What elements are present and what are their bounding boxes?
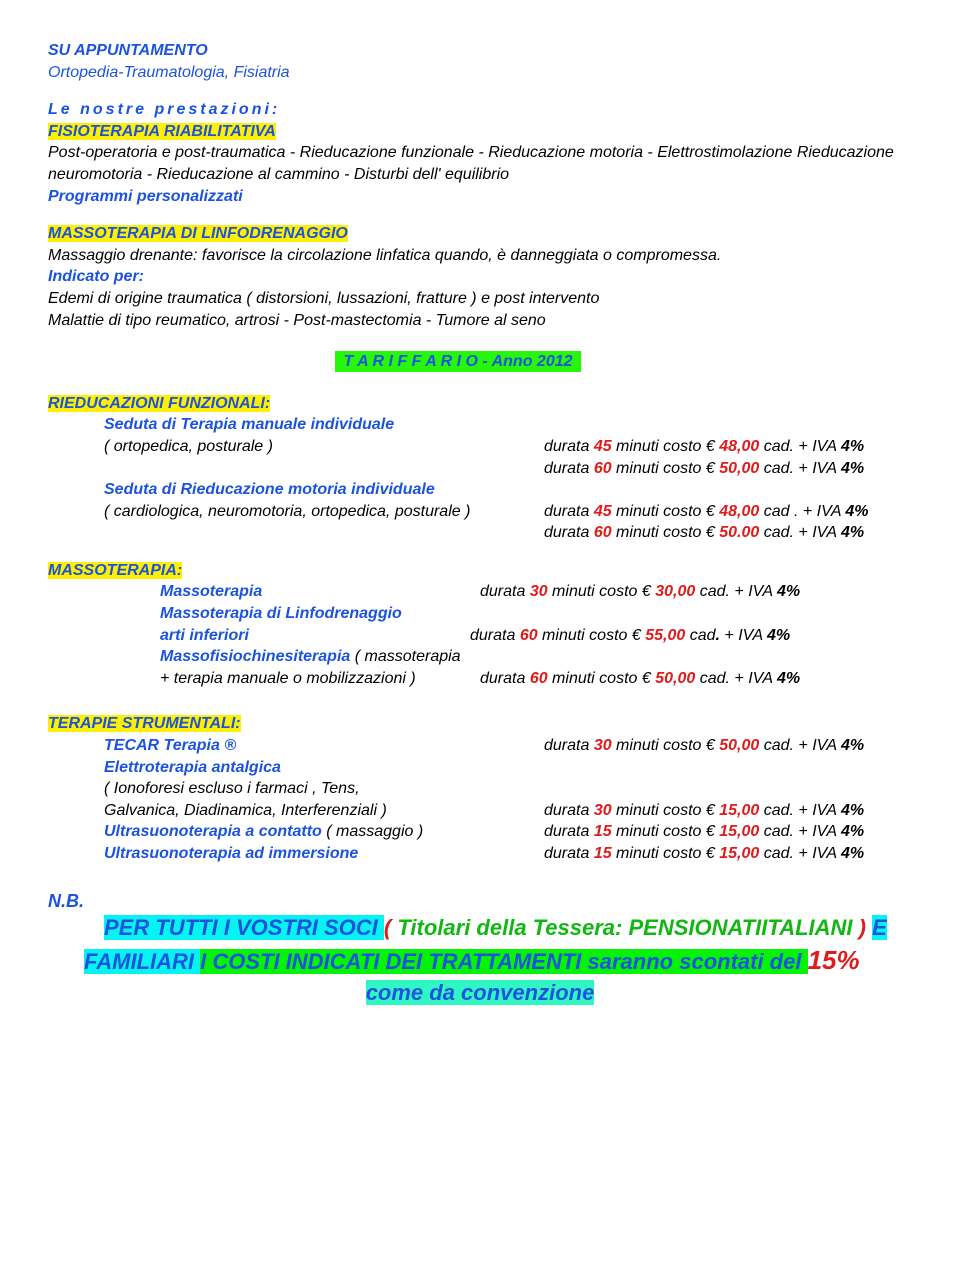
service-label: Ultrasuonoterapia ad immersione (104, 843, 544, 865)
price-cell: durata 15 minuti costo € 15,00 cad. + IV… (544, 821, 864, 843)
price-cell: durata 45 minuti costo € 48,00 cad . + I… (544, 501, 869, 523)
price-cell: durata 45 minuti costo € 48,00 cad. + IV… (544, 436, 864, 458)
service-sublabel: ( ortopedica, posturale ) (104, 436, 544, 458)
section-rieducazioni: RIEDUCAZIONI FUNZIONALI: Seduta di Terap… (48, 393, 912, 544)
section-masso-title: MASSOTERAPIA: (48, 560, 912, 582)
service-label: Seduta di Rieducazione motoria individua… (104, 479, 544, 501)
tariff-title: T A R I F F A R I O - Anno 2012 (268, 351, 648, 373)
service-label: Massoterapia (160, 581, 480, 603)
price-row: Seduta di Rieducazione motoria individua… (104, 479, 912, 501)
indicato-desc1: Edemi di origine traumatica ( distorsion… (48, 288, 912, 310)
fisio-title: FISIOTERAPIA RIABILITATIVA (48, 121, 912, 143)
price-row: Elettroterapia antalgica (104, 757, 912, 779)
price-row: Massoterapia durata 30 minuti costo € 30… (160, 581, 912, 603)
services-title: Le nostre prestazioni: (48, 99, 912, 121)
service-sublabel (104, 458, 544, 480)
tariff-title-text: T A R I F F A R I O - Anno 2012 (335, 351, 580, 372)
price-cell: durata 60 minuti costo € 50,00 cad. + IV… (544, 458, 864, 480)
service-label: Massofisiochinesiterapia ( massoterapia (160, 646, 480, 668)
price-cell: durata 60 minuti costo € 50.00 cad. + IV… (544, 522, 864, 544)
appointment-title: SU APPUNTAMENTO (48, 40, 912, 62)
service-label: Ultrasuonoterapia a contatto ( massaggio… (104, 821, 544, 843)
masso-desc: Massaggio drenante: favorisce la circola… (48, 245, 912, 267)
section-rieducazioni-title: RIEDUCAZIONI FUNZIONALI: (48, 393, 912, 415)
price-cell: durata 60 minuti costo € 55,00 cad. + IV… (470, 625, 790, 647)
price-cell: durata 30 minuti costo € 15,00 cad. + IV… (544, 800, 864, 822)
price-cell: durata 60 minuti costo € 50,00 cad. + IV… (480, 668, 800, 690)
service-sublabel (104, 522, 544, 544)
service-label: Elettroterapia antalgica (104, 757, 544, 779)
masso-title-text: MASSOTERAPIA DI LINFODRENAGGIO (48, 225, 348, 242)
price-row: Ultrasuonoterapia ad immersione durata 1… (104, 843, 912, 865)
indicato-label: Indicato per: (48, 266, 912, 288)
indicato-desc2: Malattie di tipo reumatico, artrosi - Po… (48, 310, 912, 332)
fisio-title-text: FISIOTERAPIA RIABILITATIVA (48, 123, 276, 140)
section-terapie: TERAPIE STRUMENTALI: TECAR Terapia ® dur… (48, 713, 912, 864)
nb-label: N.B. (48, 889, 912, 913)
footer-line1: PER TUTTI I VOSTRI SOCI ( Titolari della… (104, 913, 912, 943)
price-row: + terapia manuale o mobilizzazioni ) dur… (160, 668, 912, 690)
price-cell: durata 30 minuti costo € 30,00 cad. + IV… (480, 581, 800, 603)
header-block: SU APPUNTAMENTO Ortopedia-Traumatologia,… (48, 40, 912, 331)
service-sublabel: Galvanica, Diadinamica, Interferenziali … (104, 800, 544, 822)
section-terapie-title: TERAPIE STRUMENTALI: (48, 713, 912, 735)
price-row: durata 60 minuti costo € 50,00 cad. + IV… (104, 458, 912, 480)
service-label: Seduta di Terapia manuale individuale (104, 414, 544, 436)
service-sublabel: ( Ionoforesi escluso i farmaci , Tens, (104, 778, 544, 800)
price-row: arti inferiori durata 60 minuti costo € … (160, 625, 912, 647)
subtitle-specialties: Ortopedia-Traumatologia, Fisiatria (48, 62, 912, 84)
section-massoterapia: MASSOTERAPIA: Massoterapia durata 30 min… (48, 560, 912, 690)
service-label: Massoterapia di Linfodrenaggio (160, 603, 480, 625)
price-cell: durata 30 minuti costo € 50,00 cad. + IV… (544, 735, 864, 757)
programmi-label: Programmi personalizzati (48, 186, 912, 208)
service-sublabel: ( cardiologica, neuromotoria, ortopedica… (104, 501, 544, 523)
fisio-desc: Post-operatoria e post-traumatica - Ried… (48, 142, 912, 185)
service-label: TECAR Terapia ® (104, 735, 544, 757)
service-label: arti inferiori (160, 625, 470, 647)
price-row: ( ortopedica, posturale ) durata 45 minu… (104, 436, 912, 458)
footer-block: N.B. PER TUTTI I VOSTRI SOCI ( Titolari … (48, 889, 912, 1008)
price-row: Seduta di Terapia manuale individuale (104, 414, 912, 436)
price-row: Massofisiochinesiterapia ( massoterapia (160, 646, 912, 668)
price-row: TECAR Terapia ® durata 30 minuti costo €… (104, 735, 912, 757)
masso-title: MASSOTERAPIA DI LINFODRENAGGIO (48, 223, 912, 245)
price-row: durata 60 minuti costo € 50.00 cad. + IV… (104, 522, 912, 544)
price-row: ( Ionoforesi escluso i farmaci , Tens, (104, 778, 912, 800)
price-cell: durata 15 minuti costo € 15,00 cad. + IV… (544, 843, 864, 865)
price-row: ( cardiologica, neuromotoria, ortopedica… (104, 501, 912, 523)
price-row: Galvanica, Diadinamica, Interferenziali … (104, 800, 912, 822)
footer-line2: FAMILIARI I COSTI INDICATI DEI TRATTAMEN… (84, 943, 912, 978)
price-row: Ultrasuonoterapia a contatto ( massaggio… (104, 821, 912, 843)
footer-line3: come da convenzione (48, 978, 912, 1008)
service-sublabel: + terapia manuale o mobilizzazioni ) (160, 668, 480, 690)
price-row: Massoterapia di Linfodrenaggio (160, 603, 912, 625)
